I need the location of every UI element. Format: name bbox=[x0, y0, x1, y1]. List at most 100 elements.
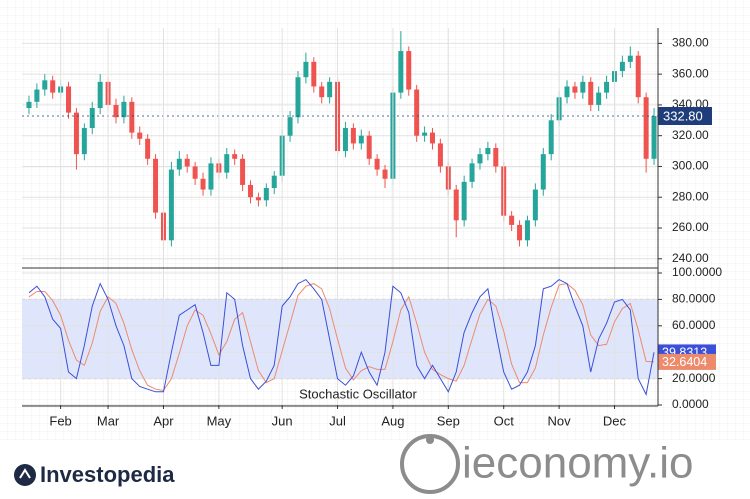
candle-body bbox=[73, 112, 79, 155]
candle-body bbox=[350, 128, 356, 144]
candle-body bbox=[129, 101, 135, 133]
x-tick-label: Sep bbox=[437, 413, 460, 428]
candle-body bbox=[469, 163, 475, 182]
candle-body bbox=[453, 189, 459, 221]
candle-body bbox=[34, 89, 40, 102]
candle-body bbox=[66, 86, 72, 113]
candle-body bbox=[540, 154, 546, 190]
candle-body bbox=[97, 81, 103, 108]
brand-right: ieconomy.io bbox=[462, 439, 694, 488]
candle-body bbox=[81, 128, 87, 155]
last-price-label: 332.80 bbox=[663, 108, 703, 123]
x-tick-label: Jul bbox=[329, 413, 346, 428]
y-tick-label: 380.00 bbox=[672, 36, 709, 50]
candle-body bbox=[564, 86, 570, 98]
candle-body bbox=[509, 215, 515, 225]
candle-body bbox=[153, 158, 159, 213]
candle-body bbox=[200, 178, 206, 190]
candle-body bbox=[588, 81, 594, 105]
y-tick-label: 280.00 bbox=[672, 189, 709, 203]
candle-body bbox=[651, 116, 657, 159]
oscillator-band bbox=[22, 299, 658, 379]
candle-body bbox=[461, 181, 467, 221]
oscillator-line bbox=[28, 278, 655, 396]
candle-body bbox=[572, 86, 578, 93]
candle-body bbox=[358, 135, 364, 144]
x-tick-label: Feb bbox=[49, 413, 71, 428]
candle-body bbox=[382, 169, 388, 179]
candle-body bbox=[374, 158, 380, 170]
y-tick-label: 100.0000 bbox=[672, 265, 722, 279]
candle-body bbox=[477, 154, 483, 164]
candle-body bbox=[113, 104, 119, 118]
y-tick-label: 300.00 bbox=[672, 159, 709, 173]
x-tick-label: Apr bbox=[153, 413, 174, 428]
candle-body bbox=[422, 132, 428, 136]
candle-body bbox=[271, 175, 277, 188]
candle-body bbox=[263, 188, 269, 201]
candle-body bbox=[145, 138, 151, 159]
candle-body bbox=[240, 158, 246, 185]
last-price-tag bbox=[658, 107, 712, 125]
candle-body bbox=[295, 77, 301, 118]
value-tag bbox=[658, 353, 716, 370]
candle-body bbox=[437, 143, 443, 167]
candle-body bbox=[532, 189, 538, 221]
y-tick-label: 80.0000 bbox=[672, 292, 716, 306]
x-tick-label: Oct bbox=[494, 413, 515, 428]
candle-body bbox=[168, 169, 174, 241]
brand-left: Investopedia bbox=[40, 462, 175, 487]
candle-body bbox=[604, 81, 610, 93]
candle-body bbox=[224, 154, 230, 173]
x-tick-label: Mar bbox=[97, 413, 120, 428]
candle-body bbox=[248, 184, 254, 198]
candle-body bbox=[596, 92, 602, 105]
candle-body bbox=[580, 81, 586, 93]
y-tick-label: 360.00 bbox=[672, 66, 709, 80]
candle-body bbox=[121, 101, 127, 118]
x-tick-label: Dec bbox=[603, 413, 627, 428]
candle-body bbox=[232, 154, 238, 159]
y-tick-label: 320.00 bbox=[672, 128, 709, 142]
candle-body bbox=[493, 148, 499, 167]
candle-body bbox=[42, 80, 48, 90]
candle-body bbox=[635, 55, 641, 98]
x-tick-label: Jun bbox=[272, 413, 293, 428]
y-tick-label: 0.0000 bbox=[672, 397, 709, 411]
candle-body bbox=[311, 61, 317, 87]
investopedia-logo: Investopedia bbox=[14, 462, 175, 487]
candle-body bbox=[89, 108, 95, 128]
candle-body bbox=[414, 89, 420, 136]
candle-body bbox=[176, 158, 182, 170]
candle-body bbox=[398, 51, 404, 93]
candle-body bbox=[50, 80, 56, 93]
candle-body bbox=[303, 61, 309, 78]
x-tick-label: Nov bbox=[548, 413, 572, 428]
candle-body bbox=[548, 120, 554, 155]
candle-body bbox=[643, 97, 649, 159]
value-tag-label: 32.6404 bbox=[662, 355, 707, 369]
candle-body bbox=[26, 101, 32, 108]
candle-body bbox=[406, 51, 412, 90]
oscillator-line bbox=[28, 283, 655, 392]
candle-body bbox=[319, 86, 325, 98]
y-tick-label: 20.0000 bbox=[672, 371, 716, 385]
candle-body bbox=[327, 81, 333, 98]
candle-body bbox=[287, 117, 293, 136]
x-tick-label: Aug bbox=[381, 413, 404, 428]
y-tick-label: 60.0000 bbox=[672, 318, 716, 332]
candle-body bbox=[192, 166, 198, 179]
candle-body bbox=[366, 135, 372, 159]
candle-body bbox=[137, 132, 143, 139]
candle-body bbox=[429, 132, 435, 144]
y-tick-label: 260.00 bbox=[672, 220, 709, 234]
y-tick-label: 240.00 bbox=[672, 251, 709, 265]
oscillator-title: Stochastic Oscillator bbox=[299, 386, 417, 401]
candle-body bbox=[342, 128, 348, 152]
candle-body bbox=[524, 220, 530, 241]
candle-body bbox=[208, 163, 214, 190]
x-tick-label: May bbox=[207, 413, 232, 428]
ieconomy-logo: ieconomy.io bbox=[400, 434, 694, 494]
candle-body bbox=[517, 224, 523, 241]
